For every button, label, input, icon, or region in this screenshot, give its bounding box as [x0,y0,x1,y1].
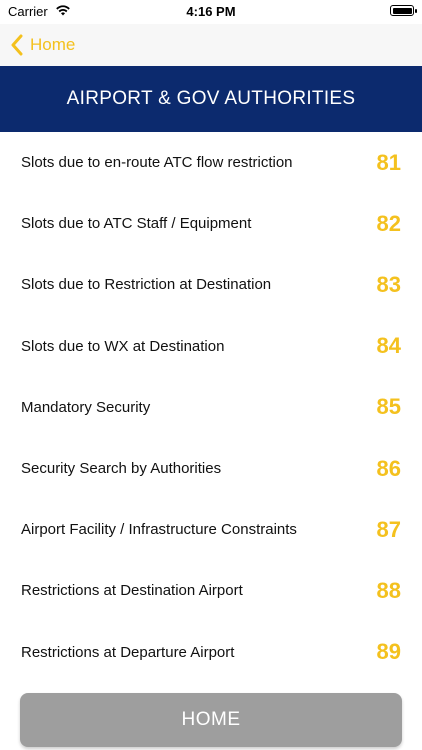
item-label: Slots due to ATC Staff / Equipment [21,215,252,233]
item-code: 89 [376,639,401,665]
chevron-left-icon [11,34,23,56]
item-code: 81 [376,149,401,175]
delay-code-list: Slots due to en-route ATC flow restricti… [0,132,422,683]
item-code: 86 [376,455,401,481]
navigation-bar: Home [0,24,422,66]
item-label: Restrictions at Departure Airport [21,643,235,661]
wifi-icon [56,5,70,16]
back-button-label: Home [30,35,76,54]
item-code: 88 [376,577,401,603]
item-code: 83 [376,271,401,297]
list-item[interactable]: Slots due to WX at Destination 84 [0,316,422,377]
section-header: AIRPORT & GOV AUTHORITIES [0,66,422,132]
item-label: Slots due to Restriction at Destination [21,276,272,294]
list-item[interactable]: Restrictions at Departure Airport 89 [0,622,422,683]
status-bar: Carrier 4:16 PM [0,0,422,24]
list-item[interactable]: Security Search by Authorities 86 [0,438,422,499]
item-label: Slots due to en-route ATC flow restricti… [21,154,293,172]
battery-icon [390,5,417,16]
carrier-label: Carrier [8,4,48,19]
item-code: 87 [376,516,401,542]
item-label: Slots due to WX at Destination [21,337,225,355]
item-code: 82 [376,210,401,236]
home-button-label: HOME [181,709,241,730]
list-item[interactable]: Restrictions at Destination Airport 88 [0,560,422,621]
item-label: Airport Facility / Infrastructure Constr… [21,521,297,539]
item-label: Mandatory Security [21,398,151,416]
item-label: Security Search by Authorities [21,460,222,478]
home-button[interactable]: HOME [20,693,402,747]
list-item[interactable]: Airport Facility / Infrastructure Constr… [0,499,422,560]
list-item[interactable]: Slots due to ATC Staff / Equipment 82 [0,193,422,254]
page-title: AIRPORT & GOV AUTHORITIES [66,88,356,109]
list-item[interactable]: Slots due to Restriction at Destination … [0,254,422,315]
back-button[interactable]: Home [10,32,75,58]
status-time: 4:16 PM [186,4,236,19]
item-label: Restrictions at Destination Airport [21,582,243,600]
list-item[interactable]: Slots due to en-route ATC flow restricti… [0,132,422,193]
list-item[interactable]: Mandatory Security 85 [0,377,422,438]
item-code: 85 [376,394,401,420]
item-code: 84 [376,333,401,359]
